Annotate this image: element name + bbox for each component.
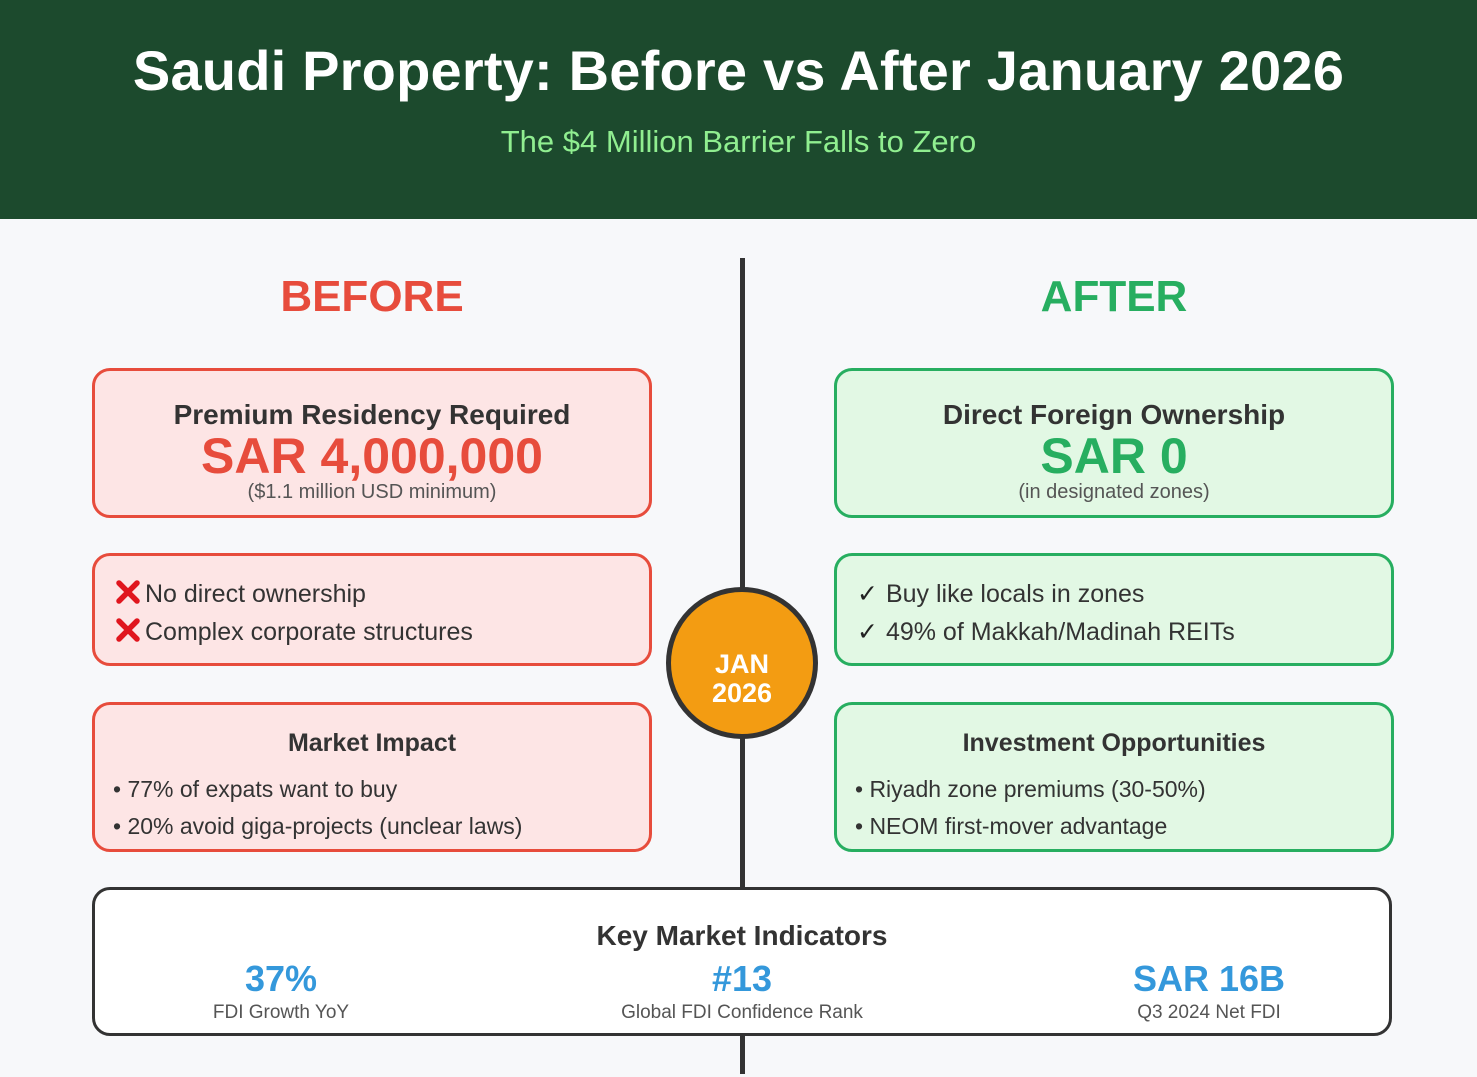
market-impact-card: Market Impact • 77% of expats want to bu… xyxy=(92,702,652,852)
red-x-icon xyxy=(116,618,140,642)
before-requirement-value: SAR 4,000,000 xyxy=(201,428,543,484)
benefit-item: ✓ Buy like locals in zones xyxy=(857,579,1144,609)
metric-label: Global FDI Confidence Rank xyxy=(621,1002,863,1023)
market-impact-title: Market Impact xyxy=(287,729,457,757)
benefit-text: 49% of Makkah/Madinah REITs xyxy=(885,618,1235,646)
page-title: Saudi Property: Before vs After January … xyxy=(132,39,1345,102)
restriction-item: Complex corporate structures xyxy=(115,617,473,647)
timeline-marker-year: 2026 xyxy=(711,678,773,708)
after-ownership-card: Direct Foreign Ownership SAR 0 (in desig… xyxy=(834,368,1394,518)
before-requirement-card: Premium Residency Required SAR 4,000,000… xyxy=(92,368,652,518)
after-heading: AFTER xyxy=(1040,272,1188,321)
after-benefits-card: ✓ Buy like locals in zones ✓ 49% of Makkah… xyxy=(834,553,1394,666)
timeline-marker-month: JAN xyxy=(714,649,769,679)
page-subtitle: The $4 Million Barrier Falls to Zero xyxy=(500,124,977,159)
investment-opportunity-item: • Riyadh zone premiums (30-50%) xyxy=(855,776,1206,802)
benefit-text: Buy like locals in zones xyxy=(885,580,1145,608)
before-restrictions-card: No direct ownership Complex corporate st… xyxy=(92,553,652,666)
timeline-marker: JAN 2026 xyxy=(666,587,818,739)
before-requirement-label: Premium Residency Required xyxy=(173,399,571,430)
investment-opportunity-item: • NEOM first-mover advantage xyxy=(855,813,1168,839)
metric-value: 37% xyxy=(244,958,318,999)
key-market-indicators-panel: Key Market Indicators 37% FDI Growth YoY… xyxy=(92,887,1392,1036)
before-heading: BEFORE xyxy=(280,272,464,321)
metric-value: SAR 16B xyxy=(1132,958,1286,999)
metric-value: #13 xyxy=(711,958,773,999)
check-icon: ✓ xyxy=(857,580,878,608)
investment-opportunities-card: Investment Opportunities • Riyadh zone p… xyxy=(834,702,1394,852)
indicators-title: Key Market Indicators xyxy=(596,920,888,951)
investment-opportunities-title: Investment Opportunities xyxy=(962,729,1266,757)
before-requirement-note: ($1.1 million USD minimum) xyxy=(247,481,497,503)
red-x-icon xyxy=(116,580,140,604)
after-ownership-note: (in designated zones) xyxy=(1018,481,1210,503)
metric-label: Q3 2024 Net FDI xyxy=(1137,1002,1281,1023)
restriction-item: No direct ownership xyxy=(115,579,366,609)
restriction-text: No direct ownership xyxy=(145,580,366,608)
benefit-item: ✓ 49% of Makkah/Madinah REITs xyxy=(857,617,1235,647)
after-ownership-label: Direct Foreign Ownership xyxy=(942,399,1286,430)
after-ownership-value: SAR 0 xyxy=(1040,428,1188,484)
market-impact-item: • 20% avoid giga-projects (unclear laws) xyxy=(113,813,523,839)
header-banner: Saudi Property: Before vs After January … xyxy=(0,0,1477,219)
check-icon: ✓ xyxy=(857,618,878,646)
market-impact-item: • 77% of expats want to buy xyxy=(113,776,398,802)
restriction-text: Complex corporate structures xyxy=(145,618,473,646)
metric-label: FDI Growth YoY xyxy=(212,1002,350,1023)
